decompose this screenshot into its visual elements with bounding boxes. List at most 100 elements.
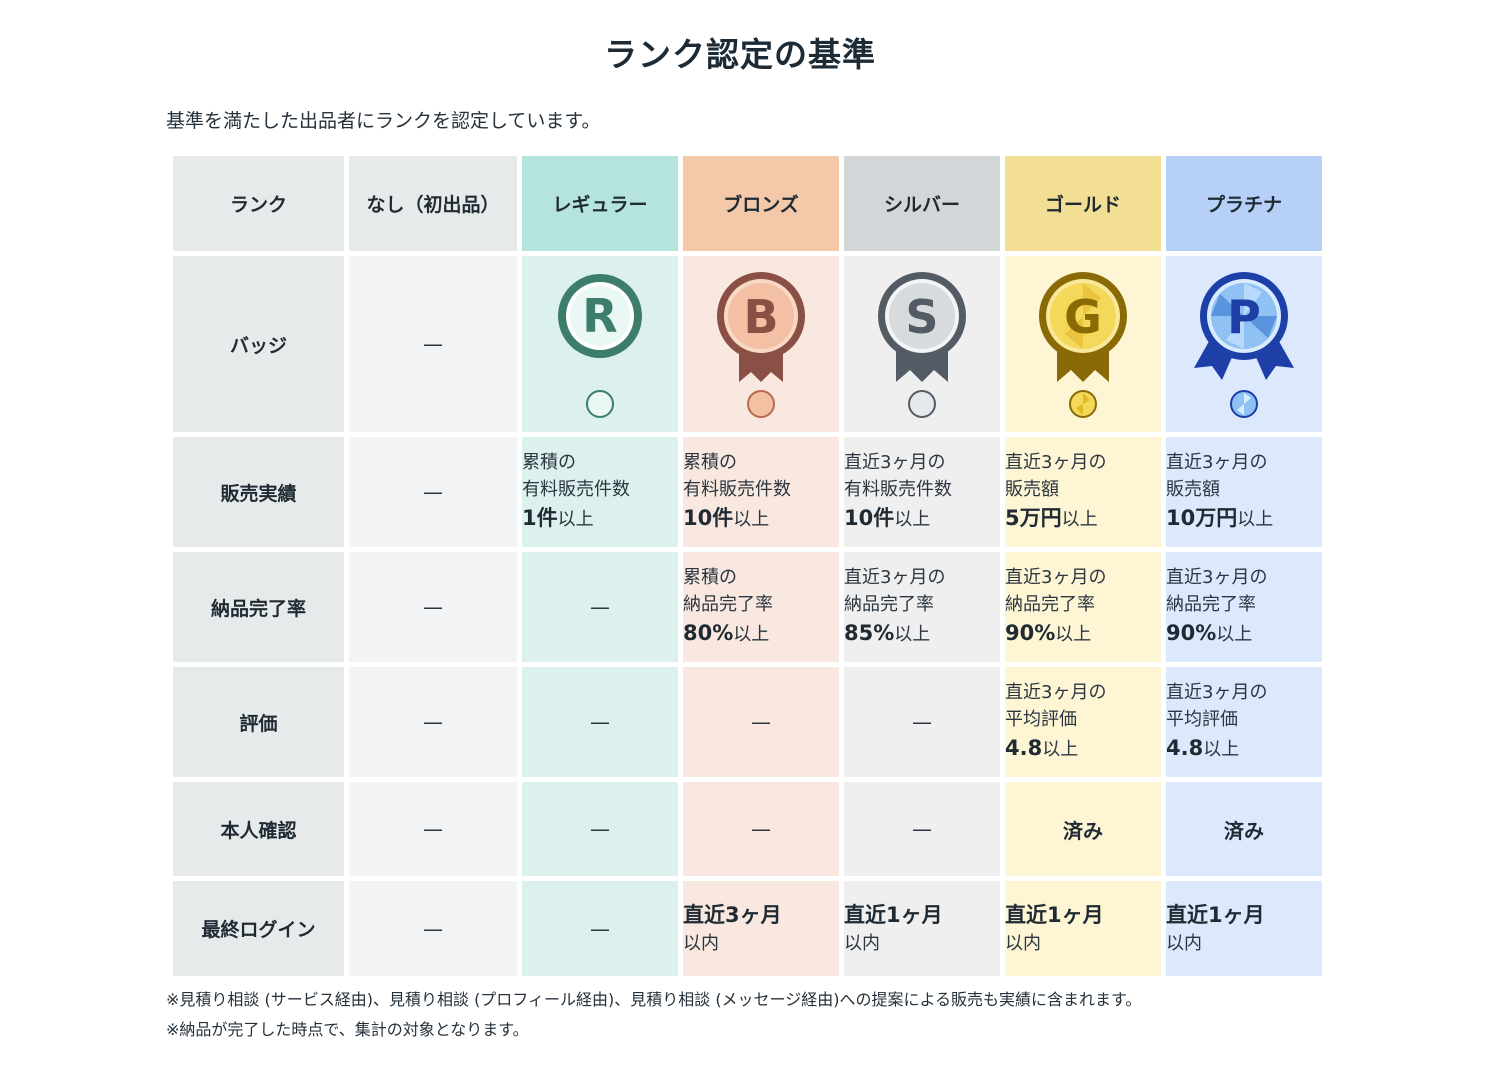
criteria-line: 累積の [683,567,737,588]
row-label-delivery: 納品完了率 [173,552,344,662]
criteria-line: 有料販売件数 [683,479,791,500]
dash: — [423,916,443,941]
rating-silver: — [844,667,1000,777]
platinum-mini-icon [1230,390,1258,418]
identity-bronze: — [683,782,839,876]
criteria-unit: 以上 [733,509,770,530]
criteria-line: 平均評価 [1005,709,1077,730]
criteria-unit: 以上 [1042,739,1079,760]
criteria-unit: 以上 [557,509,594,530]
footnote-1: ※見積り相談 (サービス経由)、見積り相談 (プロフィール経由)、見積り相談 (… [166,990,1142,1009]
platinum-badge-icon: P [1194,272,1294,380]
bronze-mini-icon [747,390,775,418]
intro-text: 基準を満たした出品者にランクを認定しています。 [166,110,601,132]
rating-gold: 直近3ヶ月の 平均評価 4.8以上 [1005,667,1161,777]
criteria-line: 納品完了率 [683,594,773,615]
dash: — [590,916,610,941]
identity-none: — [349,782,517,876]
login-period: 直近1ヶ月 [1166,902,1265,927]
login-period: 直近1ヶ月 [844,902,943,927]
regular-mini-icon [586,390,614,418]
login-none: — [349,881,517,976]
criteria-unit: 以上 [1216,624,1253,645]
dash: — [590,817,610,841]
criteria-line: 累積の [683,452,737,473]
page-title: ランク認定の基準 [604,35,876,74]
badge-none: — [349,256,517,432]
badge-gold-cell: G [1005,256,1161,432]
dash: — [751,710,771,734]
login-within: 以内 [1166,932,1202,954]
dash: — [423,710,443,734]
criteria-line: 納品完了率 [844,594,934,615]
criteria-line: 直近3ヶ月の [1166,452,1268,473]
sales-platinum: 直近3ヶ月の 販売額 10万円以上 [1166,437,1322,547]
bronze-badge-icon: B [717,272,805,382]
identity-regular: — [522,782,678,876]
criteria-unit: 以上 [1061,509,1098,530]
badge-letter: S [905,290,938,344]
criteria-value: 90% [1166,621,1217,645]
criteria-value: 4.8 [1005,736,1043,760]
criteria-unit: 以上 [894,624,931,645]
criteria-unit: 以上 [1055,624,1092,645]
sales-row: 販売実績 — 累積の 有料販売件数 1件以上 累積の 有料販売件数 10件以上 … [173,437,1322,547]
login-within: 以内 [844,932,880,954]
criteria-value: 85% [844,621,895,645]
row-label-identity: 本人確認 [173,782,344,876]
criteria-value: 1件 [522,506,558,530]
criteria-line: 納品完了率 [1005,594,1095,615]
rating-regular: — [522,667,678,777]
criteria-line: 累積の [522,452,576,473]
criteria-unit: 以上 [733,624,770,645]
delivery-row: 納品完了率 — — 累積の 納品完了率 80%以上 直近3ヶ月の 納品完了率 8… [173,552,1322,662]
row-label-badge: バッジ [173,256,344,432]
sales-none: — [349,437,517,547]
criteria-line: 平均評価 [1166,709,1238,730]
sales-regular: 累積の 有料販売件数 1件以上 [522,437,678,547]
criteria-value: 5万円 [1005,506,1062,530]
login-platinum: 直近1ヶ月 以内 [1166,881,1322,976]
header-rank: ランク [173,156,344,251]
criteria-line: 直近3ヶ月の [1005,567,1107,588]
footnote-2: ※納品が完了した時点で、集計の対象となります。 [166,1020,529,1039]
criteria-value: 10万円 [1166,506,1238,530]
criteria-line: 販売額 [1005,479,1059,500]
header-row: ランク なし（初出品） レギュラー ブロンズ シルバー ゴールド プラチナ [173,156,1322,251]
badge-bronze-cell: B [683,256,839,432]
criteria-line: 直近3ヶ月の [844,452,946,473]
criteria-line: 直近3ヶ月の [844,567,946,588]
header-silver: シルバー [844,156,1000,251]
criteria-line: 直近3ヶ月の [1005,682,1107,703]
dash: — [423,480,443,504]
delivery-regular: — [522,552,678,662]
rating-row: 評価 — — — — 直近3ヶ月の 平均評価 4.8以上 直近3ヶ月の 平均評価… [173,667,1322,777]
badge-letter: G [1064,290,1102,344]
login-row: 最終ログイン — — 直近3ヶ月 以内 直近1ヶ月 以内 直近1ヶ月 以内 直近… [173,881,1322,976]
login-regular: — [522,881,678,976]
row-label-sales: 販売実績 [173,437,344,547]
dash: — [912,817,932,841]
sales-bronze: 累積の 有料販売件数 10件以上 [683,437,839,547]
badge-row: バッジ — R [173,256,1322,432]
criteria-line: 直近3ヶ月の [1166,567,1268,588]
badge-silver-cell: S [844,256,1000,432]
criteria-value: 90% [1005,621,1056,645]
badge-letter: P [1227,290,1261,344]
criteria-line: 直近3ヶ月の [1166,682,1268,703]
identity-row: 本人確認 — — — — 済み 済み [173,782,1322,876]
identity-gold: 済み [1005,782,1161,876]
criteria-value: 10件 [683,506,734,530]
dash: — [423,595,443,619]
login-within: 以内 [1005,932,1041,954]
header-none: なし（初出品） [349,156,517,251]
criteria-value: 10件 [844,506,895,530]
regular-badge-icon: R [558,274,642,358]
delivery-none: — [349,552,517,662]
login-silver: 直近1ヶ月 以内 [844,881,1000,976]
criteria-line: 有料販売件数 [844,479,952,500]
dash: — [423,332,443,356]
identity-platinum: 済み [1166,782,1322,876]
gold-mini-icon [1069,390,1097,418]
silver-mini-icon [908,390,936,418]
